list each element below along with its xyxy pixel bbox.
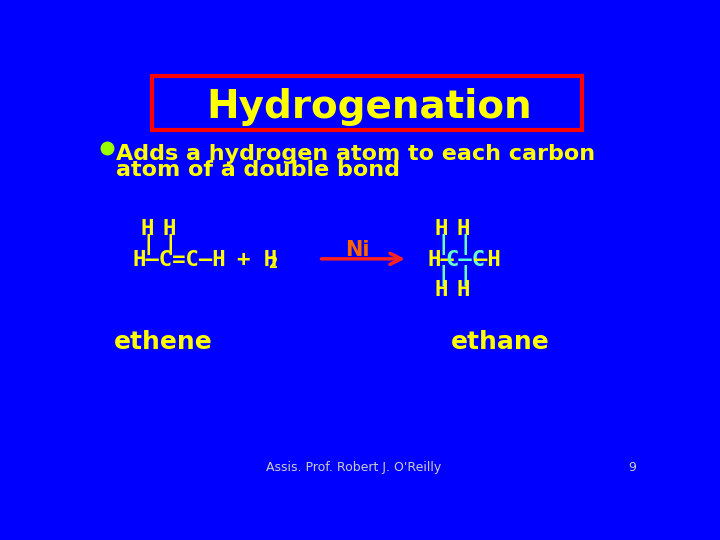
- Text: 2: 2: [269, 256, 277, 271]
- Text: |: |: [436, 234, 450, 255]
- Text: 9: 9: [629, 462, 636, 475]
- Text: C–C: C–C: [446, 249, 486, 269]
- Text: H–C=C–H: H–C=C–H: [132, 249, 226, 269]
- Text: Hydrogenation: Hydrogenation: [206, 88, 532, 126]
- Text: H: H: [456, 219, 470, 239]
- Text: |: |: [163, 234, 177, 255]
- Text: H–: H–: [427, 249, 454, 269]
- Text: |: |: [436, 265, 450, 286]
- Text: –H: –H: [474, 249, 500, 269]
- Text: Ni: Ni: [345, 240, 369, 260]
- Text: H: H: [140, 219, 154, 239]
- Text: ethene: ethene: [114, 330, 213, 354]
- Text: H: H: [162, 219, 176, 239]
- Text: atom of a double bond: atom of a double bond: [117, 160, 400, 180]
- Text: H: H: [435, 280, 449, 300]
- Text: Adds a hydrogen atom to each carbon: Adds a hydrogen atom to each carbon: [117, 144, 595, 164]
- FancyBboxPatch shape: [152, 76, 582, 130]
- Text: + H: + H: [238, 249, 277, 269]
- Text: |: |: [142, 234, 156, 255]
- Text: ethane: ethane: [451, 330, 550, 354]
- Text: |: |: [458, 234, 472, 255]
- Text: H: H: [456, 280, 470, 300]
- Text: Assis. Prof. Robert J. O'Reilly: Assis. Prof. Robert J. O'Reilly: [266, 462, 441, 475]
- Text: H: H: [435, 219, 449, 239]
- Text: |: |: [458, 265, 472, 286]
